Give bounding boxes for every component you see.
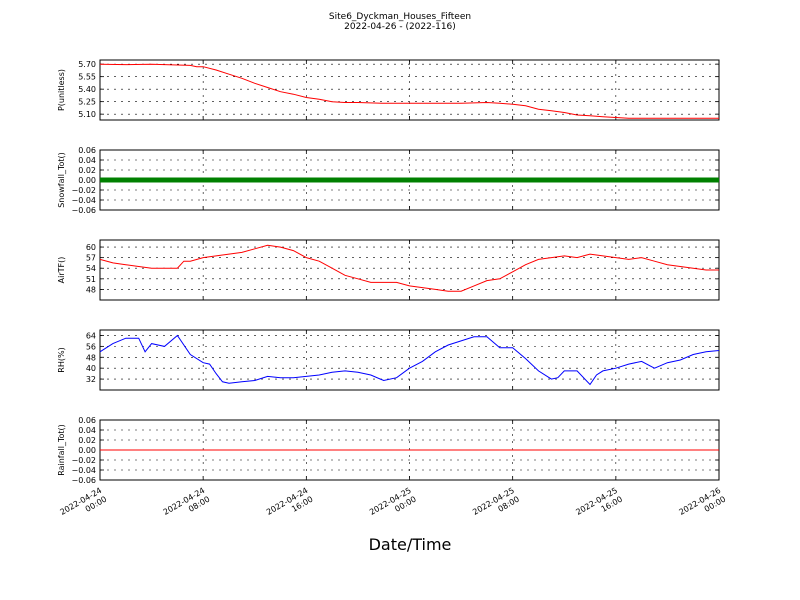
y-tick-label: 32 <box>86 375 96 384</box>
y-tick-label: 64 <box>86 331 96 340</box>
y-axis-label: P(unitless) <box>57 69 66 111</box>
y-tick-label: 60 <box>86 243 96 252</box>
series-line <box>99 244 719 292</box>
y-tick-label: 5.40 <box>78 85 96 94</box>
y-tick-label: 57 <box>86 254 96 263</box>
x-axis-label: Date/Time <box>369 535 452 554</box>
series-line <box>99 334 720 386</box>
y-tick-label: 51 <box>86 275 96 284</box>
y-tick-label: 56 <box>86 342 96 351</box>
y-axis-label: AirTF() <box>57 257 66 284</box>
y-tick-label: 54 <box>86 264 96 273</box>
figure-subtitle: 2022-04-26 - (2022-116) <box>344 22 456 32</box>
y-tick-label: −0.04 <box>71 466 96 475</box>
y-tick-label: 0.02 <box>78 436 96 445</box>
y-tick-label: 48 <box>86 353 96 362</box>
y-tick-label: 0.00 <box>78 446 96 455</box>
panel-1: 5.70 5.55 5.40 5.25 5.10 P(unitless) <box>57 59 720 121</box>
y-tick-label: 40 <box>86 364 96 373</box>
panel-5: 0.060.040.020.00−0.02−0.04−0.06 Rainfall_… <box>57 416 720 485</box>
y-axis-label: Rainfall_Tot() <box>57 424 66 476</box>
y-axis-label: RH(%) <box>57 347 66 372</box>
y-tick-label: −0.02 <box>71 456 96 465</box>
y-tick-label: −0.06 <box>71 206 96 215</box>
figure-title: Site6_Dyckman_Houses_Fifteen <box>329 12 471 22</box>
y-tick-label: −0.04 <box>71 196 96 205</box>
y-tick-label: −0.06 <box>71 476 96 485</box>
y-tick-label: 0.06 <box>78 416 96 425</box>
panel-2: 0.060.040.020.00−0.02−0.04−0.06 Snowfall_… <box>57 146 720 215</box>
y-tick-label: 48 <box>86 285 96 294</box>
y-tick-label: 0.00 <box>78 176 96 185</box>
series-line <box>99 63 719 119</box>
y-tick-label: 5.55 <box>78 73 96 82</box>
y-axis-label: Snowfall_Tot() <box>57 152 66 208</box>
y-tick-label: 5.10 <box>78 110 96 119</box>
y-tick-label: −0.02 <box>71 186 96 195</box>
y-tick-label: 5.25 <box>78 98 96 107</box>
panels-group: 5.705.555.405.255.10P(unitless)0.060.040… <box>57 59 720 485</box>
y-tick-label: 5.70 <box>78 60 96 69</box>
y-tick-label: 0.06 <box>78 146 96 155</box>
y-tick-label: 0.04 <box>78 426 96 435</box>
y-tick-label: 0.02 <box>78 166 96 175</box>
y-tick-label: 0.04 <box>78 156 96 165</box>
panel-4: 64 56 48 40 32 RH(%) <box>57 329 720 391</box>
